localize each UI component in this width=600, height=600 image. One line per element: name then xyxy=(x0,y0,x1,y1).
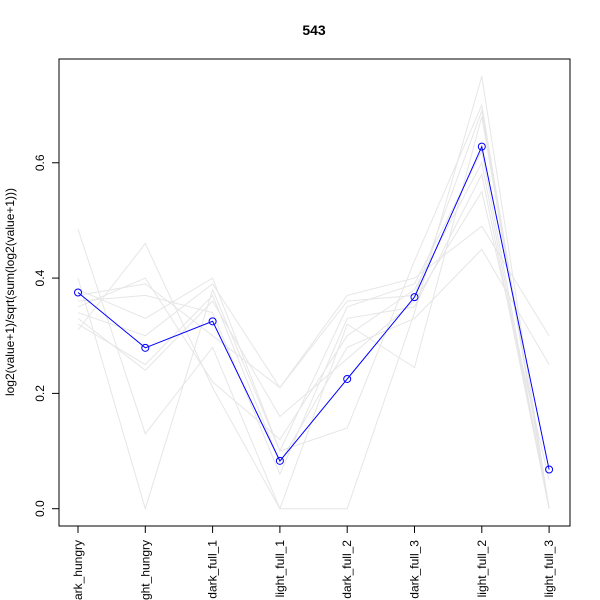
plot-frame xyxy=(58,58,571,527)
x-tick-label-light_full_3: light_full_3 xyxy=(542,540,556,598)
data-point-dark_full_3 xyxy=(410,293,419,302)
highlight-series-line xyxy=(77,144,550,470)
highlight-series-group xyxy=(74,142,554,474)
data-point-light_full_1 xyxy=(275,456,284,465)
x-tick-label-light_full_1: light_full_1 xyxy=(273,540,287,598)
background-series-line-6 xyxy=(77,190,550,481)
data-point-dark_hungry xyxy=(74,288,82,297)
x-tick-label-dark_full_2: dark_full_2 xyxy=(340,540,354,599)
background-series-line-5 xyxy=(77,108,550,509)
chart-title: 543 xyxy=(302,22,326,38)
axes-group: 0.0 0.2 0.4 0.6 dark_hungry light_hungry dark_… xyxy=(33,154,556,600)
x-tick-label-light_full_2: light_full_2 xyxy=(475,540,489,598)
background-series-line-4 xyxy=(77,161,550,509)
background-series-line-8 xyxy=(77,172,550,509)
data-point-dark_full_1 xyxy=(208,317,217,326)
data-point-light_full_2 xyxy=(477,142,486,151)
y-tick-label-0: 0.0 xyxy=(33,500,47,517)
background-series-line-3 xyxy=(77,116,550,510)
y-tick-label-3: 0.6 xyxy=(33,154,47,171)
data-point-light_full_3 xyxy=(545,465,554,474)
x-tick-label-dark_hungry: dark_hungry xyxy=(71,540,85,600)
background-series-line-7 xyxy=(77,149,550,509)
background-series-group xyxy=(77,76,550,511)
data-point-dark_full_2 xyxy=(343,374,352,383)
data-point-light_hungry xyxy=(141,343,150,352)
background-series-line-1 xyxy=(77,76,550,510)
x-tick-label-dark_full_1: dark_full_1 xyxy=(206,540,220,599)
background-series-line-10 xyxy=(77,248,550,464)
background-series-line-2 xyxy=(77,103,550,511)
y-axis-label: log2(value+1)/sqrt(sum(log2(value+1))) xyxy=(3,188,17,396)
x-tick-label-dark_full_3: dark_full_3 xyxy=(408,540,422,599)
x-tick-label-light_hungry: light_hungry xyxy=(138,540,152,600)
background-series-line-9 xyxy=(77,225,550,389)
y-tick-label-2: 0.4 xyxy=(33,269,47,286)
y-tick-label-1: 0.2 xyxy=(33,385,47,402)
